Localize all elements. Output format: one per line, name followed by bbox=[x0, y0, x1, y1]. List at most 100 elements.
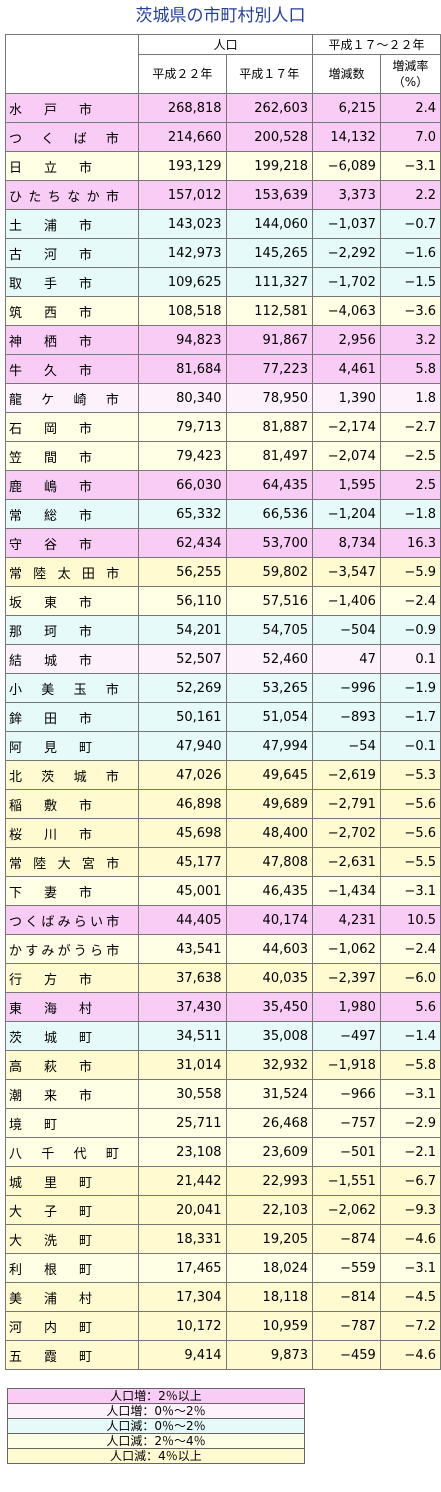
population-h22-cell: 46,898 bbox=[138, 789, 227, 819]
population-h17-cell: 51,054 bbox=[225, 702, 314, 732]
population-h22-cell: 9,414 bbox=[138, 1340, 227, 1370]
table-row: 潮来市 30,558 31,524 −966 −3.1 bbox=[4, 1079, 441, 1109]
table-row: 水戸市 268,818 262,603 6,215 2.4 bbox=[4, 93, 441, 123]
change-count-cell: 4,231 bbox=[312, 905, 381, 935]
population-h17-cell: 23,609 bbox=[225, 1137, 314, 1167]
change-count-cell: −6,089 bbox=[312, 151, 381, 181]
population-h17-cell: 35,450 bbox=[225, 992, 314, 1022]
population-h17-cell: 9,873 bbox=[225, 1340, 314, 1370]
municipality-name-cell: つくばみらい市 bbox=[4, 905, 140, 935]
population-h17-cell: 81,497 bbox=[225, 441, 314, 471]
table-row: ひたちなか市 157,012 153,639 3,373 2.2 bbox=[4, 180, 441, 210]
change-rate-cell: 3.2 bbox=[379, 325, 441, 355]
change-count-cell: −1,551 bbox=[312, 1166, 381, 1196]
population-h22-cell: 56,110 bbox=[138, 586, 227, 616]
change-count-cell: −3,547 bbox=[312, 557, 381, 587]
change-rate-cell: −6.7 bbox=[379, 1166, 441, 1196]
table-row: 東海村 37,430 35,450 1,980 5.6 bbox=[4, 992, 441, 1022]
municipality-name-cell: 水戸市 bbox=[4, 93, 140, 123]
population-h22-cell: 47,940 bbox=[138, 731, 227, 761]
change-count-cell: 8,734 bbox=[312, 528, 381, 558]
change-count-cell: −874 bbox=[312, 1224, 381, 1254]
municipality-name-cell: 北茨城市 bbox=[4, 760, 140, 790]
table-row: 神栖市 94,823 91,867 2,956 3.2 bbox=[4, 325, 441, 355]
change-rate-cell: 5.8 bbox=[379, 354, 441, 384]
change-count-cell: −459 bbox=[312, 1340, 381, 1370]
municipality-name-cell: 結城市 bbox=[4, 644, 140, 674]
legend-row: 人口増：2％以上 bbox=[7, 1388, 305, 1404]
municipality-name-cell: 下妻市 bbox=[4, 876, 140, 906]
municipality-name-cell: 境町 bbox=[4, 1108, 140, 1138]
population-h22-cell: 37,638 bbox=[138, 963, 227, 993]
legend: 人口増：2％以上 人口増：0％～2％ 人口減：0％～2％ 人口減：2％～4％ 人口減：4… bbox=[7, 1388, 305, 1464]
population-h17-cell: 144,060 bbox=[225, 209, 314, 239]
population-h17-cell: 40,035 bbox=[225, 963, 314, 993]
table-row: 河内町 10,172 10,959 −787 −7.2 bbox=[4, 1311, 441, 1341]
table-row: 那珂市 54,201 54,705 −504 −0.9 bbox=[4, 615, 441, 645]
population-h17-cell: 10,959 bbox=[225, 1311, 314, 1341]
change-count-cell: −996 bbox=[312, 673, 381, 703]
table-row: 利根町 17,465 18,024 −559 −3.1 bbox=[4, 1253, 441, 1283]
population-h17-cell: 81,887 bbox=[225, 412, 314, 442]
change-rate-cell: −4.5 bbox=[379, 1282, 441, 1312]
table-row: 龍ケ崎市 80,340 78,950 1,390 1.8 bbox=[4, 383, 441, 413]
legend-item: 人口増：2％以上 bbox=[7, 1388, 305, 1404]
change-count-cell: 4,461 bbox=[312, 354, 381, 384]
municipality-name-cell: 茨城町 bbox=[4, 1021, 140, 1051]
change-rate-cell: 2.5 bbox=[379, 470, 441, 500]
change-count-cell: −2,062 bbox=[312, 1195, 381, 1225]
change-rate-cell: −2.5 bbox=[379, 441, 441, 471]
table-row: 石岡市 79,713 81,887 −2,174 −2.7 bbox=[4, 412, 441, 442]
population-h17-cell: 22,993 bbox=[225, 1166, 314, 1196]
population-h22-cell: 17,304 bbox=[138, 1282, 227, 1312]
population-h17-cell: 31,524 bbox=[225, 1079, 314, 1109]
population-h22-cell: 50,161 bbox=[138, 702, 227, 732]
change-rate-cell: −1.5 bbox=[379, 267, 441, 297]
table-row: 古河市 142,973 145,265 −2,292 −1.6 bbox=[4, 238, 441, 268]
change-rate-cell: −3.1 bbox=[379, 1253, 441, 1283]
change-rate-cell: −9.3 bbox=[379, 1195, 441, 1225]
change-count-cell: −1,702 bbox=[312, 267, 381, 297]
population-h22-cell: 193,129 bbox=[138, 151, 227, 181]
table-row: 稲敷市 46,898 49,689 −2,791 −5.6 bbox=[4, 789, 441, 819]
population-h22-cell: 30,558 bbox=[138, 1079, 227, 1109]
change-count-cell: −2,702 bbox=[312, 818, 381, 848]
change-count-cell: 2,956 bbox=[312, 325, 381, 355]
population-h17-cell: 32,932 bbox=[225, 1050, 314, 1080]
municipality-name-cell: 稲敷市 bbox=[4, 789, 140, 819]
municipality-name-cell: 常総市 bbox=[4, 499, 140, 529]
municipality-name-cell: 潮来市 bbox=[4, 1079, 140, 1109]
change-rate-cell: −0.1 bbox=[379, 731, 441, 761]
population-h22-cell: 214,660 bbox=[138, 122, 227, 152]
column-header-diff: 増減数 bbox=[312, 54, 381, 94]
change-count-cell: −2,397 bbox=[312, 963, 381, 993]
table-row: 桜川市 45,698 48,400 −2,702 −5.6 bbox=[4, 818, 441, 848]
municipality-name-cell: 阿見町 bbox=[4, 731, 140, 761]
change-rate-cell: −0.9 bbox=[379, 615, 441, 645]
municipality-name-cell: 東海村 bbox=[4, 992, 140, 1022]
table-row: 茨城町 34,511 35,008 −497 −1.4 bbox=[4, 1021, 441, 1051]
municipality-name-cell: 常陸太田市 bbox=[4, 557, 140, 587]
population-h22-cell: 44,405 bbox=[138, 905, 227, 935]
population-h17-cell: 145,265 bbox=[225, 238, 314, 268]
municipality-name-cell: 大子町 bbox=[4, 1195, 140, 1225]
change-count-cell: −504 bbox=[312, 615, 381, 645]
population-h22-cell: 47,026 bbox=[138, 760, 227, 790]
table-row: 城里町 21,442 22,993 −1,551 −6.7 bbox=[4, 1166, 441, 1196]
population-h17-cell: 53,700 bbox=[225, 528, 314, 558]
change-rate-cell: −5.6 bbox=[379, 789, 441, 819]
change-count-cell: −497 bbox=[312, 1021, 381, 1051]
column-header-h22: 平成２２年 bbox=[138, 54, 227, 94]
change-count-cell: −1,406 bbox=[312, 586, 381, 616]
table-row: 笠間市 79,423 81,497 −2,074 −2.5 bbox=[4, 441, 441, 471]
change-count-cell: −2,619 bbox=[312, 760, 381, 790]
change-rate-cell: 7.0 bbox=[379, 122, 441, 152]
population-h17-cell: 59,802 bbox=[225, 557, 314, 587]
population-h22-cell: 268,818 bbox=[138, 93, 227, 123]
table-row: 結城市 52,507 52,460 47 0.1 bbox=[4, 644, 441, 674]
change-rate-cell: 2.4 bbox=[379, 93, 441, 123]
table-row: 常総市 65,332 66,536 −1,204 −1.8 bbox=[4, 499, 441, 529]
population-h17-cell: 48,400 bbox=[225, 818, 314, 848]
table-row: 五霞町 9,414 9,873 −459 −4.6 bbox=[4, 1340, 441, 1370]
change-rate-cell: −6.0 bbox=[379, 963, 441, 993]
